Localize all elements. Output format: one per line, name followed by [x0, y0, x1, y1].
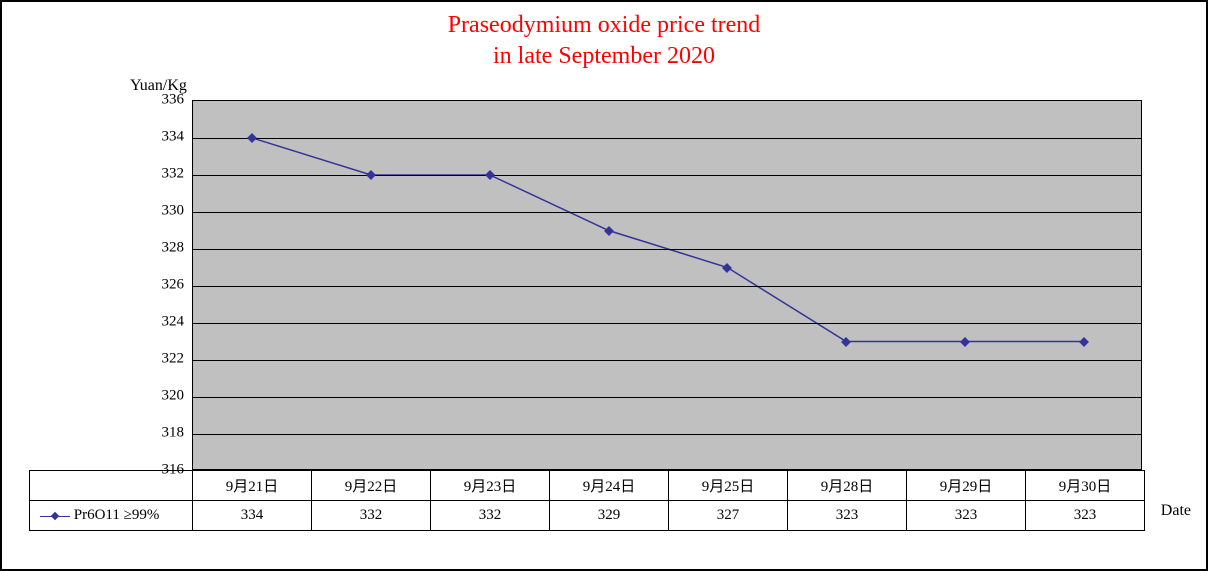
- category-cell: 9月28日: [788, 471, 907, 501]
- value-cell: 323: [788, 501, 907, 531]
- y-tick-label: 328: [134, 240, 184, 257]
- value-cell: 323: [1026, 501, 1145, 531]
- y-tick-label: 320: [134, 388, 184, 405]
- gridline-h: [193, 175, 1141, 176]
- line-series: [193, 101, 1141, 469]
- title-line-2: in late September 2020: [493, 43, 715, 69]
- x-axis-label: Date: [1161, 502, 1191, 520]
- gridline-h: [193, 397, 1141, 398]
- plot-area: [192, 100, 1142, 470]
- y-tick-label: 336: [134, 92, 184, 109]
- chart-title: Praseodymium oxide price trend in late S…: [2, 2, 1206, 72]
- category-cell: 9月29日: [907, 471, 1026, 501]
- gridline-h: [193, 323, 1141, 324]
- data-table: 9月21日9月22日9月23日9月24日9月25日9月28日9月29日9月30日…: [29, 470, 1145, 531]
- legend-line-icon: [40, 512, 70, 520]
- gridline-h: [193, 360, 1141, 361]
- gridline-h: [193, 434, 1141, 435]
- category-cell: 9月22日: [312, 471, 431, 501]
- category-cell: 9月25日: [669, 471, 788, 501]
- y-tick-label: 324: [134, 314, 184, 331]
- value-cell: 332: [312, 501, 431, 531]
- y-tick-label: 334: [134, 129, 184, 146]
- y-tick-label: 322: [134, 351, 184, 368]
- gridline-h: [193, 212, 1141, 213]
- legend-label: Pr6O11 ≥99%: [74, 507, 160, 523]
- category-cell: 9月24日: [550, 471, 669, 501]
- title-line-1: Praseodymium oxide price trend: [448, 12, 761, 38]
- gridline-h: [193, 249, 1141, 250]
- category-cell: 9月23日: [431, 471, 550, 501]
- category-cell: 9月30日: [1026, 471, 1145, 501]
- category-row: 9月21日9月22日9月23日9月24日9月25日9月28日9月29日9月30日: [30, 471, 1145, 501]
- value-cell: 332: [431, 501, 550, 531]
- gridline-h: [193, 286, 1141, 287]
- y-tick-label: 326: [134, 277, 184, 294]
- y-tick-label: 330: [134, 203, 184, 220]
- chart-container: Praseodymium oxide price trend in late S…: [0, 0, 1208, 571]
- value-cell: 327: [669, 501, 788, 531]
- y-tick-label: 318: [134, 425, 184, 442]
- legend-cell: Pr6O11 ≥99%: [30, 501, 193, 531]
- value-cell: 323: [907, 501, 1026, 531]
- value-row: Pr6O11 ≥99% 334332332329327323323323: [30, 501, 1145, 531]
- y-tick-label: 332: [134, 166, 184, 183]
- category-cell: 9月21日: [193, 471, 312, 501]
- value-cell: 334: [193, 501, 312, 531]
- gridline-h: [193, 138, 1141, 139]
- y-tick-label: 316: [134, 462, 184, 479]
- value-cell: 329: [550, 501, 669, 531]
